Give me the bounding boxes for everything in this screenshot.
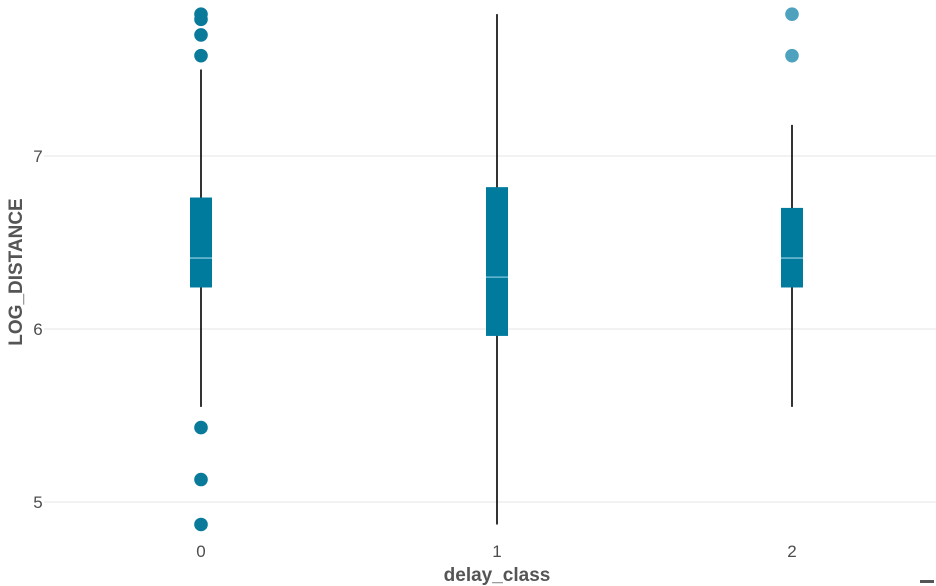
box-group-2 bbox=[781, 7, 803, 407]
outlier-0-6 bbox=[194, 517, 208, 532]
x-tick-label-1: 1 bbox=[492, 542, 501, 561]
outlier-2-0 bbox=[785, 7, 799, 21]
box-0 bbox=[190, 197, 212, 288]
y-tick-label-7: 7 bbox=[33, 147, 42, 166]
outlier-2-1 bbox=[785, 48, 799, 63]
y-tick-label-6: 6 bbox=[33, 320, 42, 339]
outlier-0-1 bbox=[194, 12, 208, 27]
outlier-0-3 bbox=[194, 48, 208, 63]
box-group-0 bbox=[190, 7, 212, 532]
outlier-0-2 bbox=[194, 28, 208, 42]
outlier-0-4 bbox=[194, 420, 208, 435]
x-tick-label-2: 2 bbox=[787, 542, 796, 561]
box-2 bbox=[781, 207, 803, 288]
box-group-1 bbox=[486, 14, 508, 525]
y-tick-labels: 5 6 7 bbox=[33, 147, 42, 512]
x-tick-labels: 0 1 2 bbox=[196, 542, 796, 561]
y-tick-label-5: 5 bbox=[33, 493, 42, 512]
box-1 bbox=[486, 187, 508, 336]
y-axis-title: LOG_DISTANCE bbox=[6, 198, 27, 345]
boxes bbox=[190, 7, 803, 532]
corner-handle bbox=[920, 580, 934, 583]
x-axis-title: delay_class bbox=[444, 565, 551, 586]
x-tick-label-0: 0 bbox=[196, 542, 205, 561]
outlier-0-5 bbox=[194, 472, 208, 487]
